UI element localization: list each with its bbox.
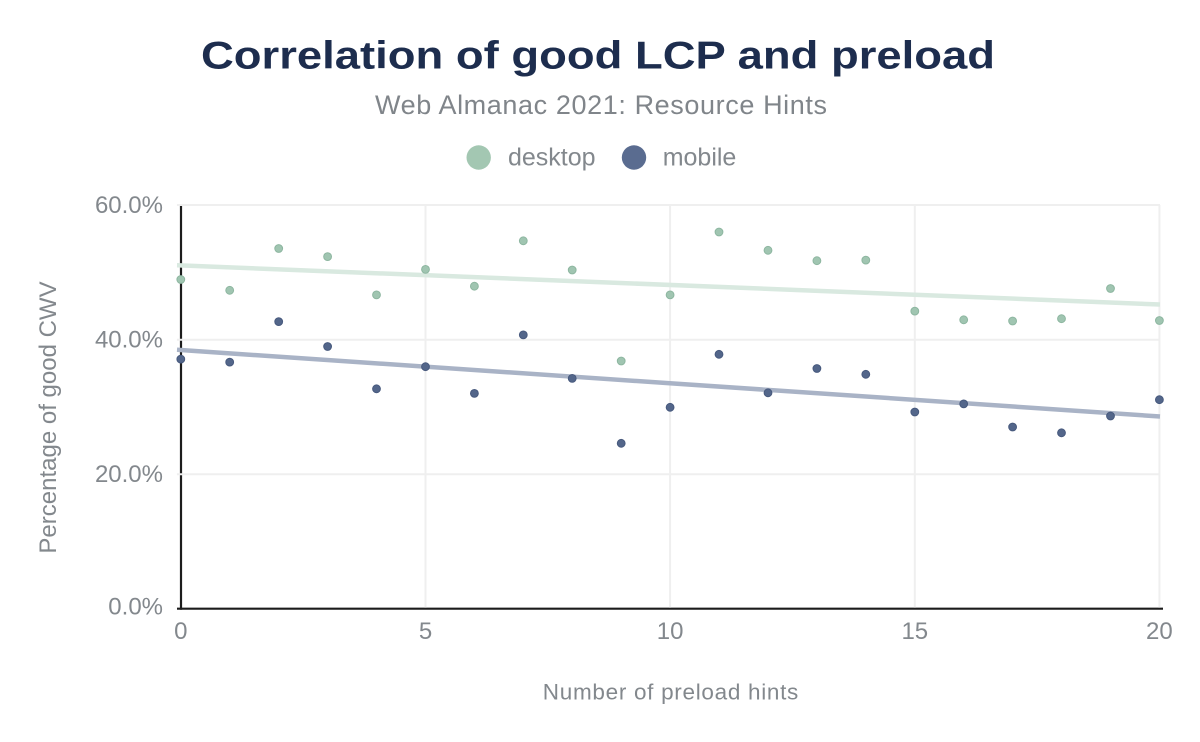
- svg-text:20.0%: 20.0%: [95, 461, 163, 488]
- svg-text:desktop: desktop: [508, 144, 596, 172]
- svg-text:0: 0: [174, 618, 187, 645]
- svg-text:mobile: mobile: [663, 144, 737, 172]
- svg-text:40.0%: 40.0%: [95, 327, 163, 354]
- svg-text:Number of preload hints: Number of preload hints: [543, 680, 799, 705]
- svg-text:Web Almanac 2021: Resource Hin: Web Almanac 2021: Resource Hints: [375, 90, 827, 120]
- svg-text:Correlation of good LCP and pr: Correlation of good LCP and preload: [201, 35, 995, 78]
- svg-text:15: 15: [901, 618, 928, 645]
- svg-text:Percentage of good CWV: Percentage of good CWV: [35, 281, 62, 553]
- svg-text:10: 10: [657, 618, 684, 645]
- svg-text:20: 20: [1146, 618, 1173, 645]
- svg-text:0.0%: 0.0%: [108, 594, 163, 621]
- svg-text:5: 5: [419, 618, 432, 645]
- svg-text:60.0%: 60.0%: [95, 192, 163, 219]
